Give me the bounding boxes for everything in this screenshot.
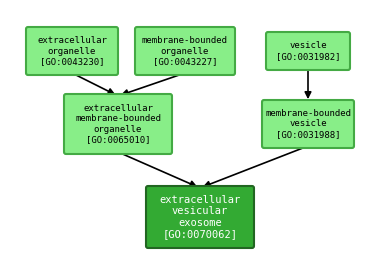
FancyBboxPatch shape xyxy=(266,32,350,70)
Text: membrane-bounded
organelle
[GO:0043227]: membrane-bounded organelle [GO:0043227] xyxy=(142,36,228,66)
FancyBboxPatch shape xyxy=(146,186,254,248)
Text: extracellular
membrane-bounded
organelle
[GO:0065010]: extracellular membrane-bounded organelle… xyxy=(75,104,161,144)
Text: vesicle
[GO:0031982]: vesicle [GO:0031982] xyxy=(276,41,340,61)
Text: membrane-bounded
vesicle
[GO:0031988]: membrane-bounded vesicle [GO:0031988] xyxy=(265,109,351,139)
FancyBboxPatch shape xyxy=(64,94,172,154)
FancyBboxPatch shape xyxy=(135,27,235,75)
FancyBboxPatch shape xyxy=(262,100,354,148)
FancyBboxPatch shape xyxy=(26,27,118,75)
Text: extracellular
organelle
[GO:0043230]: extracellular organelle [GO:0043230] xyxy=(37,36,107,66)
Text: extracellular
vesicular
exosome
[GO:0070062]: extracellular vesicular exosome [GO:0070… xyxy=(159,194,241,239)
